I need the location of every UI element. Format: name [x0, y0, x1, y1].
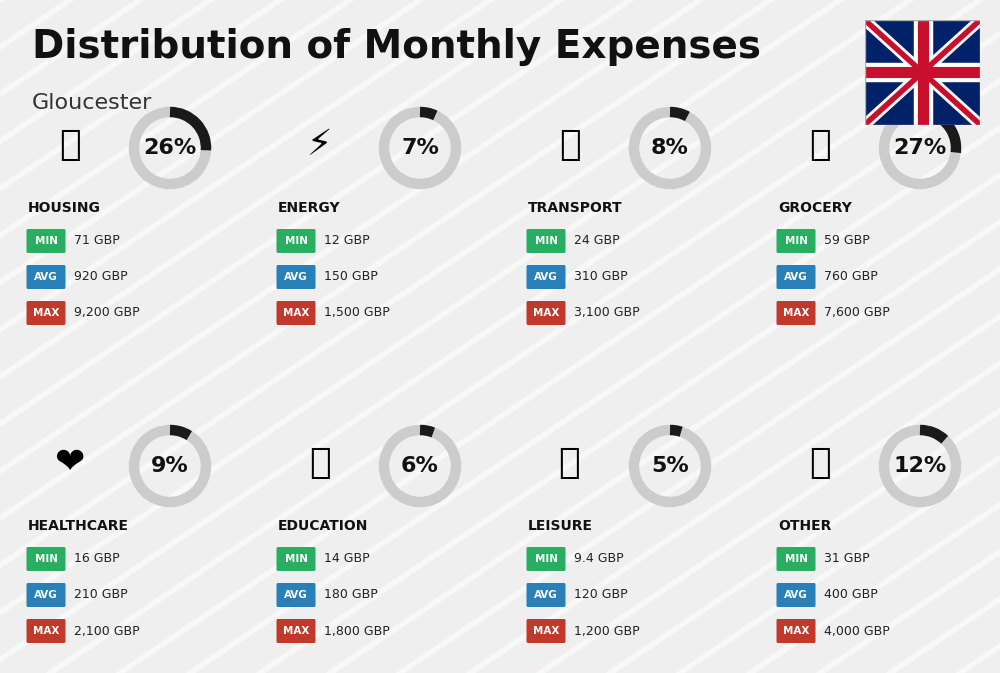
Text: 400 GBP: 400 GBP — [824, 588, 878, 602]
Text: 7%: 7% — [401, 138, 439, 158]
Text: 120 GBP: 120 GBP — [574, 588, 628, 602]
Text: HEALTHCARE: HEALTHCARE — [28, 519, 129, 533]
FancyBboxPatch shape — [526, 301, 566, 325]
FancyBboxPatch shape — [776, 265, 816, 289]
FancyBboxPatch shape — [26, 547, 66, 571]
Text: 🚌: 🚌 — [559, 128, 581, 162]
Text: 8%: 8% — [651, 138, 689, 158]
FancyBboxPatch shape — [526, 229, 566, 253]
Text: AVG: AVG — [284, 590, 308, 600]
Text: ❤️: ❤️ — [55, 446, 85, 480]
FancyBboxPatch shape — [526, 619, 566, 643]
FancyBboxPatch shape — [26, 583, 66, 607]
Text: AVG: AVG — [534, 272, 558, 282]
FancyBboxPatch shape — [776, 547, 816, 571]
Text: 9.4 GBP: 9.4 GBP — [574, 553, 624, 565]
FancyBboxPatch shape — [526, 547, 566, 571]
Text: MAX: MAX — [283, 626, 309, 636]
Text: Distribution of Monthly Expenses: Distribution of Monthly Expenses — [32, 28, 761, 66]
Text: 31 GBP: 31 GBP — [824, 553, 870, 565]
Text: 2,100 GBP: 2,100 GBP — [74, 625, 140, 637]
Text: AVG: AVG — [284, 272, 308, 282]
Text: EDUCATION: EDUCATION — [278, 519, 368, 533]
Text: 180 GBP: 180 GBP — [324, 588, 378, 602]
Text: 12 GBP: 12 GBP — [324, 234, 370, 248]
FancyBboxPatch shape — [26, 265, 66, 289]
Text: 🎓: 🎓 — [309, 446, 331, 480]
Text: AVG: AVG — [784, 272, 808, 282]
Text: LEISURE: LEISURE — [528, 519, 593, 533]
Text: 920 GBP: 920 GBP — [74, 271, 128, 283]
Text: MAX: MAX — [533, 626, 559, 636]
Text: GROCERY: GROCERY — [778, 201, 852, 215]
Text: MAX: MAX — [783, 626, 809, 636]
Text: 310 GBP: 310 GBP — [574, 271, 628, 283]
Text: ENERGY: ENERGY — [278, 201, 341, 215]
Text: AVG: AVG — [34, 590, 58, 600]
Text: MAX: MAX — [283, 308, 309, 318]
Text: 26%: 26% — [143, 138, 197, 158]
FancyBboxPatch shape — [276, 265, 316, 289]
Text: MIN: MIN — [534, 554, 558, 564]
Text: MAX: MAX — [533, 308, 559, 318]
Text: MIN: MIN — [784, 554, 808, 564]
Text: 12%: 12% — [893, 456, 947, 476]
FancyBboxPatch shape — [26, 301, 66, 325]
Text: 59 GBP: 59 GBP — [824, 234, 870, 248]
Text: 3,100 GBP: 3,100 GBP — [574, 306, 640, 320]
Text: 24 GBP: 24 GBP — [574, 234, 620, 248]
Text: 6%: 6% — [401, 456, 439, 476]
Text: 💰: 💰 — [809, 446, 831, 480]
Text: OTHER: OTHER — [778, 519, 831, 533]
Text: 150 GBP: 150 GBP — [324, 271, 378, 283]
Text: MIN: MIN — [534, 236, 558, 246]
Text: 1,800 GBP: 1,800 GBP — [324, 625, 390, 637]
Text: 1,200 GBP: 1,200 GBP — [574, 625, 640, 637]
Text: MIN: MIN — [285, 236, 308, 246]
Text: ⚡: ⚡ — [307, 128, 333, 162]
Text: 7,600 GBP: 7,600 GBP — [824, 306, 890, 320]
Text: MIN: MIN — [285, 554, 308, 564]
Text: 🛒: 🛒 — [809, 128, 831, 162]
Text: MAX: MAX — [33, 626, 59, 636]
FancyBboxPatch shape — [26, 619, 66, 643]
FancyBboxPatch shape — [776, 229, 816, 253]
Text: 71 GBP: 71 GBP — [74, 234, 120, 248]
Text: HOUSING: HOUSING — [28, 201, 101, 215]
Text: MIN: MIN — [784, 236, 808, 246]
Text: 14 GBP: 14 GBP — [324, 553, 370, 565]
Text: MIN: MIN — [34, 554, 58, 564]
Text: 🛍️: 🛍️ — [559, 446, 581, 480]
FancyBboxPatch shape — [276, 229, 316, 253]
Text: Gloucester: Gloucester — [32, 93, 152, 113]
FancyBboxPatch shape — [526, 265, 566, 289]
Text: 210 GBP: 210 GBP — [74, 588, 128, 602]
FancyBboxPatch shape — [776, 619, 816, 643]
FancyBboxPatch shape — [526, 583, 566, 607]
Text: TRANSPORT: TRANSPORT — [528, 201, 623, 215]
Text: 16 GBP: 16 GBP — [74, 553, 120, 565]
FancyBboxPatch shape — [776, 583, 816, 607]
Text: 9,200 GBP: 9,200 GBP — [74, 306, 140, 320]
FancyBboxPatch shape — [26, 229, 66, 253]
FancyBboxPatch shape — [276, 301, 316, 325]
FancyBboxPatch shape — [276, 619, 316, 643]
FancyBboxPatch shape — [276, 547, 316, 571]
Text: 5%: 5% — [651, 456, 689, 476]
FancyBboxPatch shape — [276, 583, 316, 607]
Text: 27%: 27% — [893, 138, 947, 158]
Text: MAX: MAX — [783, 308, 809, 318]
Text: MIN: MIN — [34, 236, 58, 246]
Text: 4,000 GBP: 4,000 GBP — [824, 625, 890, 637]
FancyBboxPatch shape — [776, 301, 816, 325]
Text: MAX: MAX — [33, 308, 59, 318]
Text: 9%: 9% — [151, 456, 189, 476]
Text: AVG: AVG — [784, 590, 808, 600]
Text: 1,500 GBP: 1,500 GBP — [324, 306, 390, 320]
Text: AVG: AVG — [534, 590, 558, 600]
Text: 760 GBP: 760 GBP — [824, 271, 878, 283]
Text: 🏢: 🏢 — [59, 128, 81, 162]
Text: AVG: AVG — [34, 272, 58, 282]
